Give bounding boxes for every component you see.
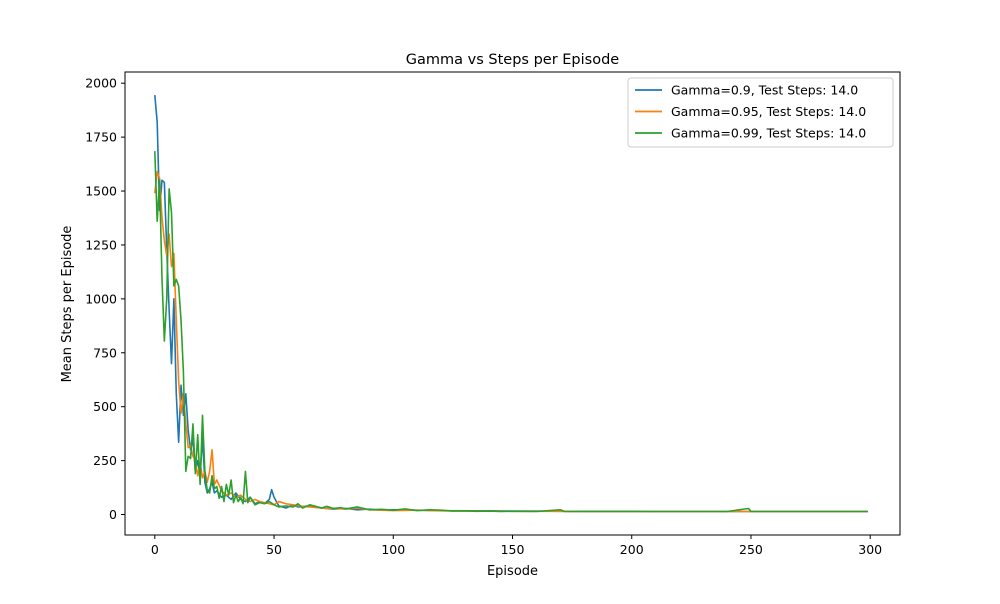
plot-area <box>125 72 900 535</box>
x-axis-label: Episode <box>487 564 538 579</box>
y-tick-label: 0 <box>109 507 117 522</box>
x-tick-label: 250 <box>739 542 763 557</box>
y-tick-label: 500 <box>93 399 117 414</box>
y-tick-label: 1000 <box>85 291 117 306</box>
y-tick-label: 750 <box>93 345 117 360</box>
x-tick-label: 300 <box>858 542 882 557</box>
series-line-3 <box>154 151 868 513</box>
y-tick-label: 1250 <box>85 237 117 252</box>
legend-label-1: Gamma=0.9, Test Steps: 14.0 <box>671 83 858 98</box>
y-tick-label: 1750 <box>85 130 117 145</box>
legend: Gamma=0.9, Test Steps: 14.0 Gamma=0.95, T… <box>627 77 894 148</box>
y-tick-label: 1500 <box>85 184 117 199</box>
y-tick-label: 2000 <box>85 76 117 91</box>
y-axis-label: Mean Steps per Episode <box>60 226 75 383</box>
x-tick-label: 50 <box>266 542 282 557</box>
legend-label-3: Gamma=0.99, Test Steps: 14.0 <box>671 126 866 141</box>
x-tick-label: 200 <box>620 542 644 557</box>
x-tick-label: 150 <box>501 542 525 557</box>
x-tick-label: 0 <box>151 542 159 557</box>
plot-background <box>125 72 900 535</box>
x-tick-label: 100 <box>381 542 405 557</box>
y-axis-ticks: 0 250 500 750 1000 1250 1500 1750 2000 <box>85 76 125 522</box>
legend-label-2: Gamma=0.95, Test Steps: 14.0 <box>671 104 866 119</box>
y-tick-label: 250 <box>93 453 117 468</box>
chart-title: Gamma vs Steps per Episode <box>406 52 620 68</box>
x-axis-ticks: 0 50 100 150 200 250 300 <box>151 535 882 557</box>
series-layer <box>154 94 868 513</box>
legend-box <box>627 77 894 148</box>
